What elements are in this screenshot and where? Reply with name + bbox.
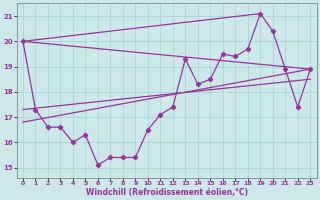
X-axis label: Windchill (Refroidissement éolien,°C): Windchill (Refroidissement éolien,°C) (86, 188, 248, 197)
